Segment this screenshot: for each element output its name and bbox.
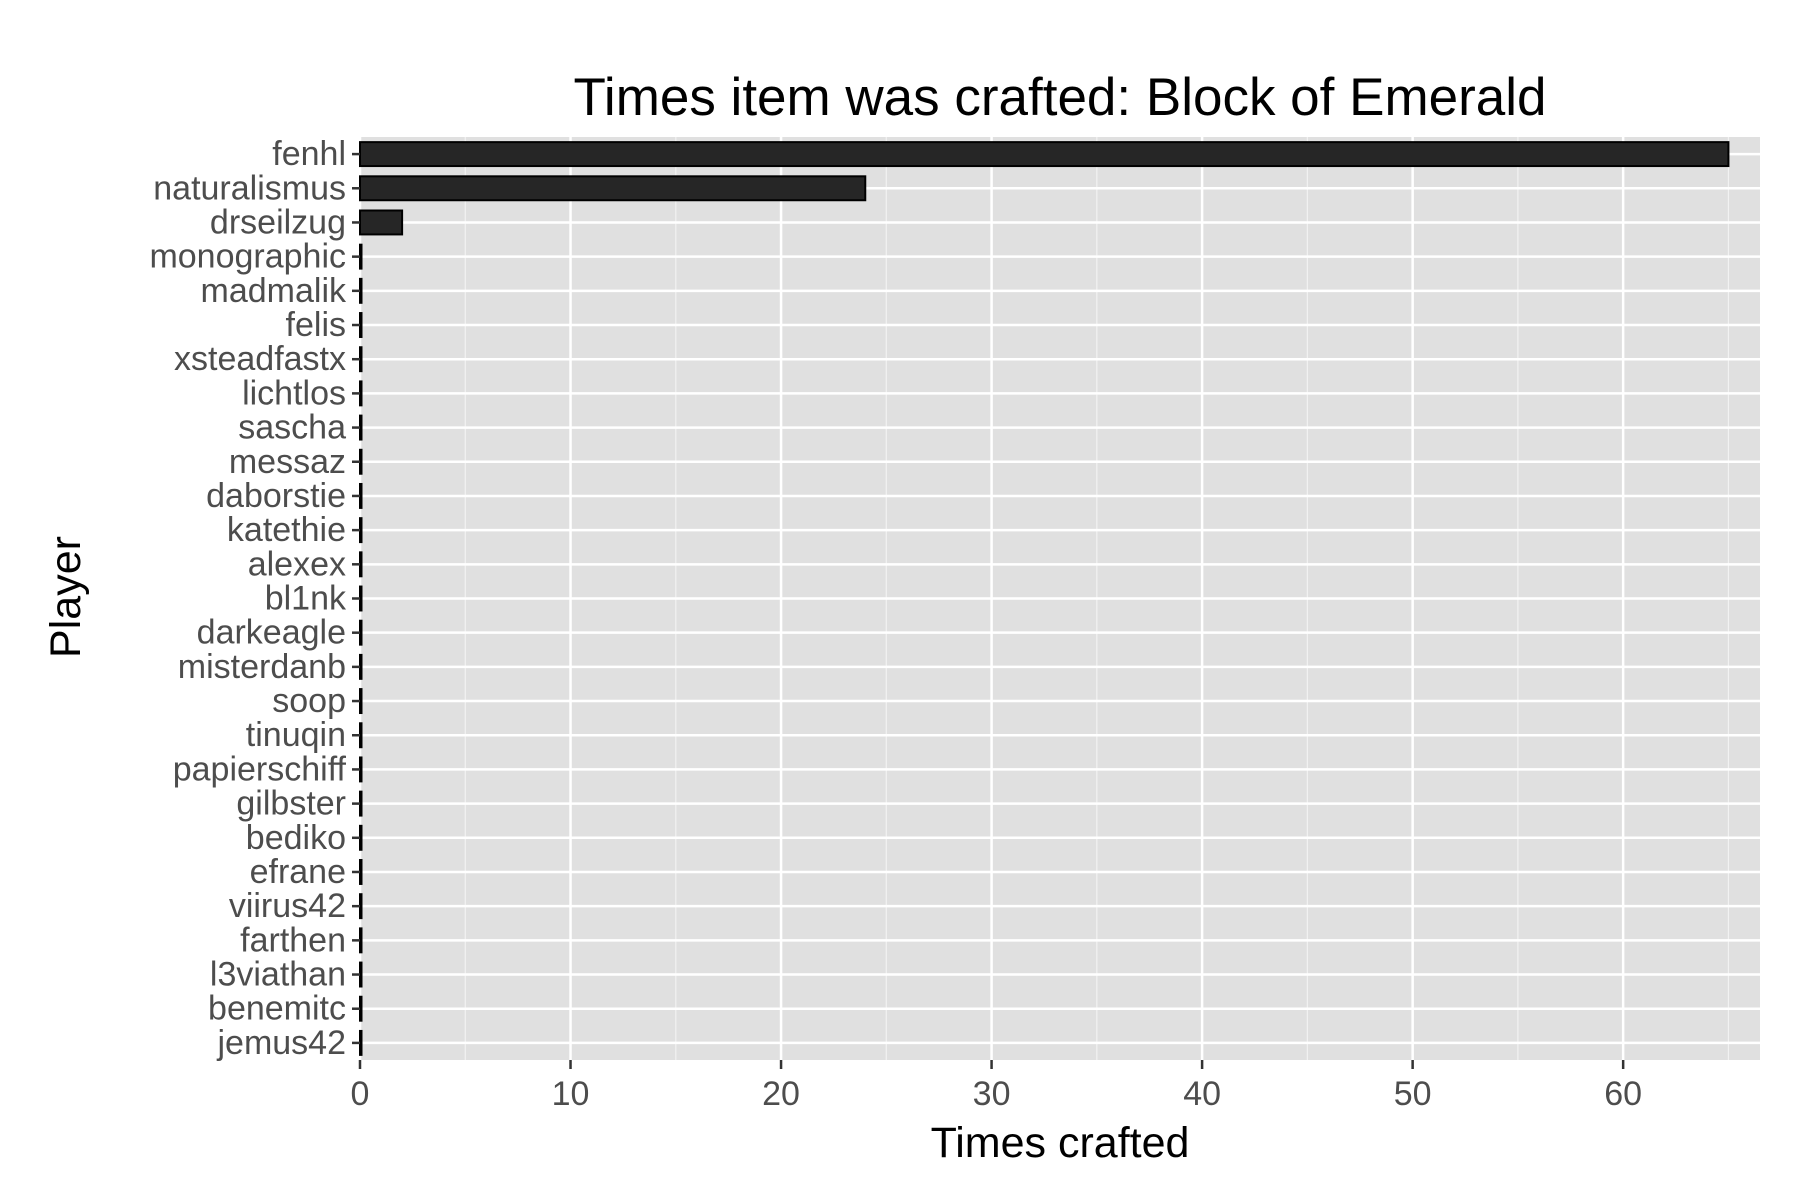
y-tick-label: jemus42: [216, 1024, 346, 1062]
bar-naturalismus: [359, 175, 867, 202]
x-axis-title: Times crafted: [931, 1119, 1190, 1167]
y-tick-label: alexex: [248, 545, 346, 583]
y-tick-label: drseilzug: [210, 203, 346, 241]
y-tick-label: xsteadfastx: [174, 340, 346, 378]
bar-gilbster: [359, 790, 363, 817]
bar-monographic: [359, 243, 363, 270]
bar-daborstie: [359, 482, 363, 509]
y-tick-label: gilbster: [236, 785, 346, 823]
bar-jemus42: [359, 1029, 363, 1056]
y-tick-label: messaz: [229, 443, 346, 481]
y-tick-label: madmalik: [201, 272, 347, 310]
y-tick-label: naturalismus: [153, 169, 346, 207]
bar-darkeagle: [359, 619, 363, 646]
y-tick-label: farthen: [240, 921, 346, 959]
bar-efrane: [359, 859, 363, 885]
bar-xsteadfastx: [359, 346, 363, 373]
bar-tinuqin: [359, 722, 363, 749]
bar-viirus42: [359, 893, 363, 920]
y-tick-label: viirus42: [229, 887, 346, 925]
y-tick-label: katethie: [227, 511, 346, 549]
bar-benemitc: [359, 995, 363, 1022]
y-tick-label: misterdanb: [178, 648, 346, 686]
bar-madmalik: [359, 277, 363, 304]
y-tick-label: papierschiff: [173, 750, 347, 788]
y-tick-label: l3viathan: [210, 956, 346, 994]
bar-bl1nk: [359, 585, 363, 612]
x-tick-label: 50: [1394, 1075, 1432, 1113]
y-tick-label: darkeagle: [197, 614, 346, 652]
y-tick-label: lichtlos: [242, 374, 346, 412]
chart-title: Times item was crafted: Block of Emerald: [574, 68, 1547, 127]
bars: [359, 141, 1730, 1056]
bar-l3viathan: [359, 961, 363, 988]
x-tick-label: 60: [1604, 1075, 1642, 1113]
bar-messaz: [359, 448, 363, 475]
y-tick-label: bediko: [246, 819, 346, 857]
bar-sascha: [359, 414, 363, 441]
bar-papierschiff: [359, 756, 363, 783]
bar-katethie: [359, 517, 363, 544]
y-tick-label: sascha: [238, 409, 346, 447]
y-tick-label: benemitc: [208, 990, 346, 1028]
bar-lichtlos: [359, 380, 363, 407]
y-tick-label: felis: [286, 306, 346, 344]
y-axis: fenhlnaturalismusdrseilzugmonographicmad…: [149, 135, 360, 1062]
y-tick-label: soop: [272, 682, 346, 720]
y-tick-label: efrane: [250, 853, 346, 891]
bar-alexex: [359, 551, 363, 578]
y-tick-label: bl1nk: [265, 580, 347, 618]
x-tick-label: 40: [1183, 1075, 1221, 1113]
y-tick-label: monographic: [149, 238, 346, 276]
y-tick-label: fenhl: [272, 135, 346, 173]
bar-felis: [359, 312, 363, 338]
bar-drseilzug: [359, 209, 404, 236]
x-tick-label: 30: [973, 1075, 1011, 1113]
bar-bediko: [359, 824, 363, 851]
bar-farthen: [359, 927, 363, 954]
y-tick-label: tinuqin: [246, 716, 346, 754]
x-tick-label: 0: [351, 1075, 370, 1113]
x-axis: 0 10 20 30 40 50 60: [351, 1060, 1642, 1113]
y-axis-title: Player: [42, 536, 90, 658]
bar-misterdanb: [359, 653, 363, 680]
x-tick-label: 20: [762, 1075, 800, 1113]
bar-fenhl: [359, 141, 1730, 168]
y-tick-label: daborstie: [206, 477, 346, 515]
x-tick-label: 10: [552, 1075, 590, 1113]
bar-soop: [359, 688, 363, 715]
